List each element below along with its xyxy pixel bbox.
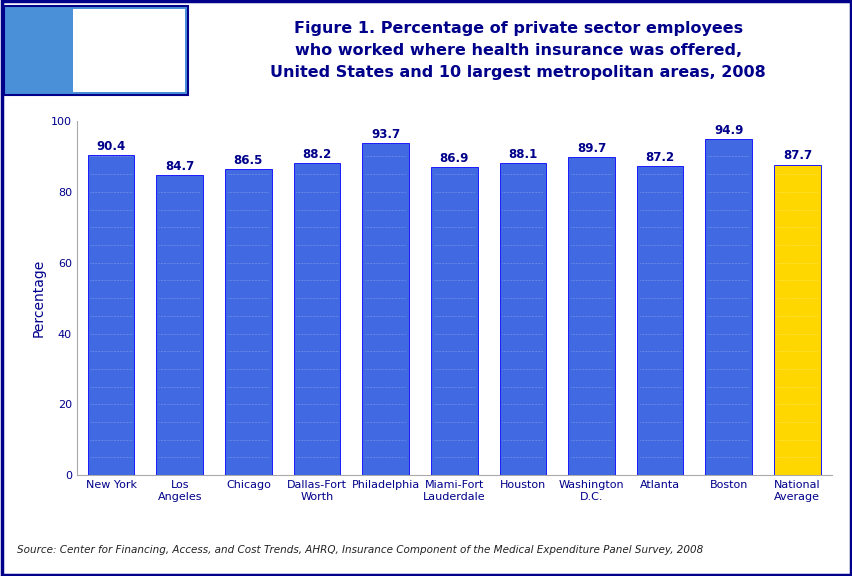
Bar	[499, 163, 545, 475]
Text: 89.7: 89.7	[576, 142, 606, 156]
Bar	[430, 168, 477, 475]
Y-axis label: Percentage: Percentage	[32, 259, 45, 337]
Bar	[705, 139, 751, 475]
Text: Advancing
Excellence in
Health Care: Advancing Excellence in Health Care	[88, 41, 147, 74]
Text: Figure 1. Percentage of private sector employees
who worked where health insuran: Figure 1. Percentage of private sector e…	[270, 21, 765, 79]
Text: 88.2: 88.2	[302, 147, 331, 161]
Bar	[362, 143, 408, 475]
Text: 87.7: 87.7	[782, 149, 811, 162]
Text: 86.5: 86.5	[233, 154, 262, 166]
Text: 93.7: 93.7	[371, 128, 400, 141]
Text: 87.2: 87.2	[645, 151, 674, 164]
Bar	[225, 169, 271, 475]
Text: 86.9: 86.9	[439, 152, 469, 165]
Bar	[88, 155, 135, 475]
Text: 88.1: 88.1	[508, 148, 537, 161]
Text: Source: Center for Financing, Access, and Cost Trends, AHRQ, Insurance Component: Source: Center for Financing, Access, an…	[17, 545, 702, 555]
Text: AHRQ: AHRQ	[89, 22, 147, 40]
Bar	[293, 163, 340, 475]
Bar	[636, 166, 682, 475]
Bar	[567, 157, 614, 475]
Text: 90.4: 90.4	[96, 140, 125, 153]
Bar	[156, 175, 203, 475]
Text: 84.7: 84.7	[165, 160, 194, 173]
Text: 94.9: 94.9	[713, 124, 743, 137]
Bar	[773, 165, 820, 475]
